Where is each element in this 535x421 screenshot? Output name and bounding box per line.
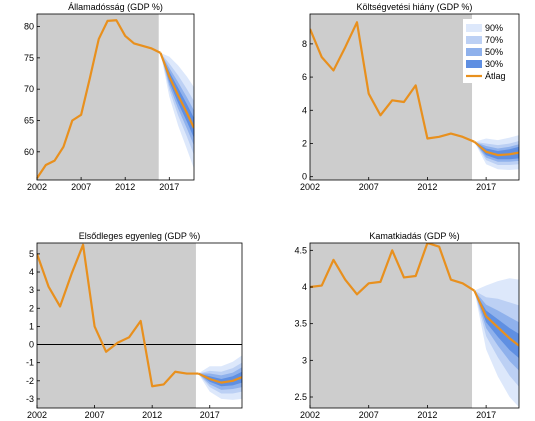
x-tick-label: 2007 [359, 182, 379, 192]
y-tick-label: 65 [24, 115, 34, 125]
x-tick-label: 2002 [300, 410, 320, 420]
legend-label: 90% [485, 23, 503, 33]
history-shading [310, 14, 473, 180]
history-line [310, 21, 475, 143]
y-tick-label: 4 [29, 267, 34, 277]
x-tick-label: 2012 [417, 182, 437, 192]
history-line [37, 243, 199, 388]
y-tick-label: 6 [302, 72, 307, 82]
x-tick-label: 2002 [300, 182, 320, 192]
mean-forecast-line [473, 140, 519, 157]
x-tick-label: 2012 [115, 182, 135, 192]
history-line [37, 19, 161, 179]
y-tick-label: 0 [302, 172, 307, 182]
chart-title: Kamatkiadás (GDP %) [369, 231, 459, 241]
chart-title: Elsődleges egyenleg (GDP %) [79, 231, 200, 241]
plot-frame [309, 13, 520, 181]
history-shading [310, 243, 473, 408]
plot-area [310, 14, 519, 180]
panel-3: Elsődleges egyenleg (GDP %) 2002 2007 2012 2… [26, 231, 243, 420]
plot-frame [36, 242, 243, 409]
y-tick-label: 4 [302, 105, 307, 115]
x-tick-label: 2017 [476, 410, 496, 420]
y-tick-label: 4 [302, 282, 307, 292]
mean-forecast-line [197, 372, 242, 384]
x-tick-label: 2017 [476, 182, 496, 192]
chart-title: Költségvetési hiány (GDP %) [357, 2, 473, 12]
y-tick-label: 3.5 [294, 319, 307, 329]
x-tick-label: 2012 [417, 410, 437, 420]
panel-4: Kamatkiadás (GDP %) 2002 2007 2012 2017 2.5 3 3… [294, 231, 520, 420]
history-line [310, 243, 475, 296]
y-tick-label: 70 [24, 84, 34, 94]
plot-area [37, 243, 242, 408]
legend-swatch-band70 [466, 36, 482, 44]
legend-label: Átlag [485, 71, 506, 81]
y-tick-label: 8 [302, 39, 307, 49]
y-tick-label: 80 [24, 22, 34, 32]
legend-swatch-band30 [466, 60, 482, 68]
y-tick-label: 4.5 [294, 245, 307, 255]
x-tick-label: 2002 [27, 182, 47, 192]
legend-label: 30% [485, 59, 503, 69]
y-tick-label: 2.5 [294, 392, 307, 402]
y-tick-label: 75 [24, 53, 34, 63]
y-tick-label: 60 [24, 147, 34, 157]
plot-frame [309, 242, 520, 409]
x-tick-label: 2012 [142, 410, 162, 420]
y-tick-label: -1 [26, 358, 34, 368]
y-tick-label: -3 [26, 394, 34, 404]
x-tick-label: 2007 [85, 410, 105, 420]
legend-swatch-band50 [466, 48, 482, 56]
y-tick-label: 0 [29, 340, 34, 350]
y-tick-label: 2 [29, 303, 34, 313]
y-tick-label: -2 [26, 376, 34, 386]
plot-area [37, 14, 194, 180]
plot-area [310, 243, 519, 408]
legend-label: 50% [485, 47, 503, 57]
panel-2: Költségvetési hiány (GDP %) 2002 2007 2012 2… [300, 2, 520, 192]
y-tick-label: 2 [302, 138, 307, 148]
fan-band30 [474, 290, 519, 359]
y-tick-label: 3 [29, 285, 34, 295]
legend-label: 70% [485, 35, 503, 45]
y-tick-label: 3 [302, 355, 307, 365]
panel-1: Államadósság (GDP %) 2002 2007 2012 2017 60 65… [24, 2, 195, 192]
mean-forecast-line [159, 52, 194, 129]
x-tick-label: 2017 [200, 410, 220, 420]
plot-frame [36, 13, 195, 181]
legend: 90% 70% 50% 30% Átlag [463, 19, 518, 83]
y-tick-label: 1 [29, 321, 34, 331]
fan-band30 [198, 371, 242, 387]
chart-title: Államadósság (GDP %) [68, 2, 163, 12]
x-tick-label: 2007 [71, 182, 91, 192]
y-tick-label: 5 [29, 249, 34, 259]
x-tick-label: 2002 [27, 410, 47, 420]
legend-swatch-band90 [466, 24, 482, 32]
x-tick-label: 2007 [359, 410, 379, 420]
history-shading [37, 243, 196, 408]
x-tick-label: 2017 [159, 182, 179, 192]
mean-forecast-line [473, 290, 519, 347]
